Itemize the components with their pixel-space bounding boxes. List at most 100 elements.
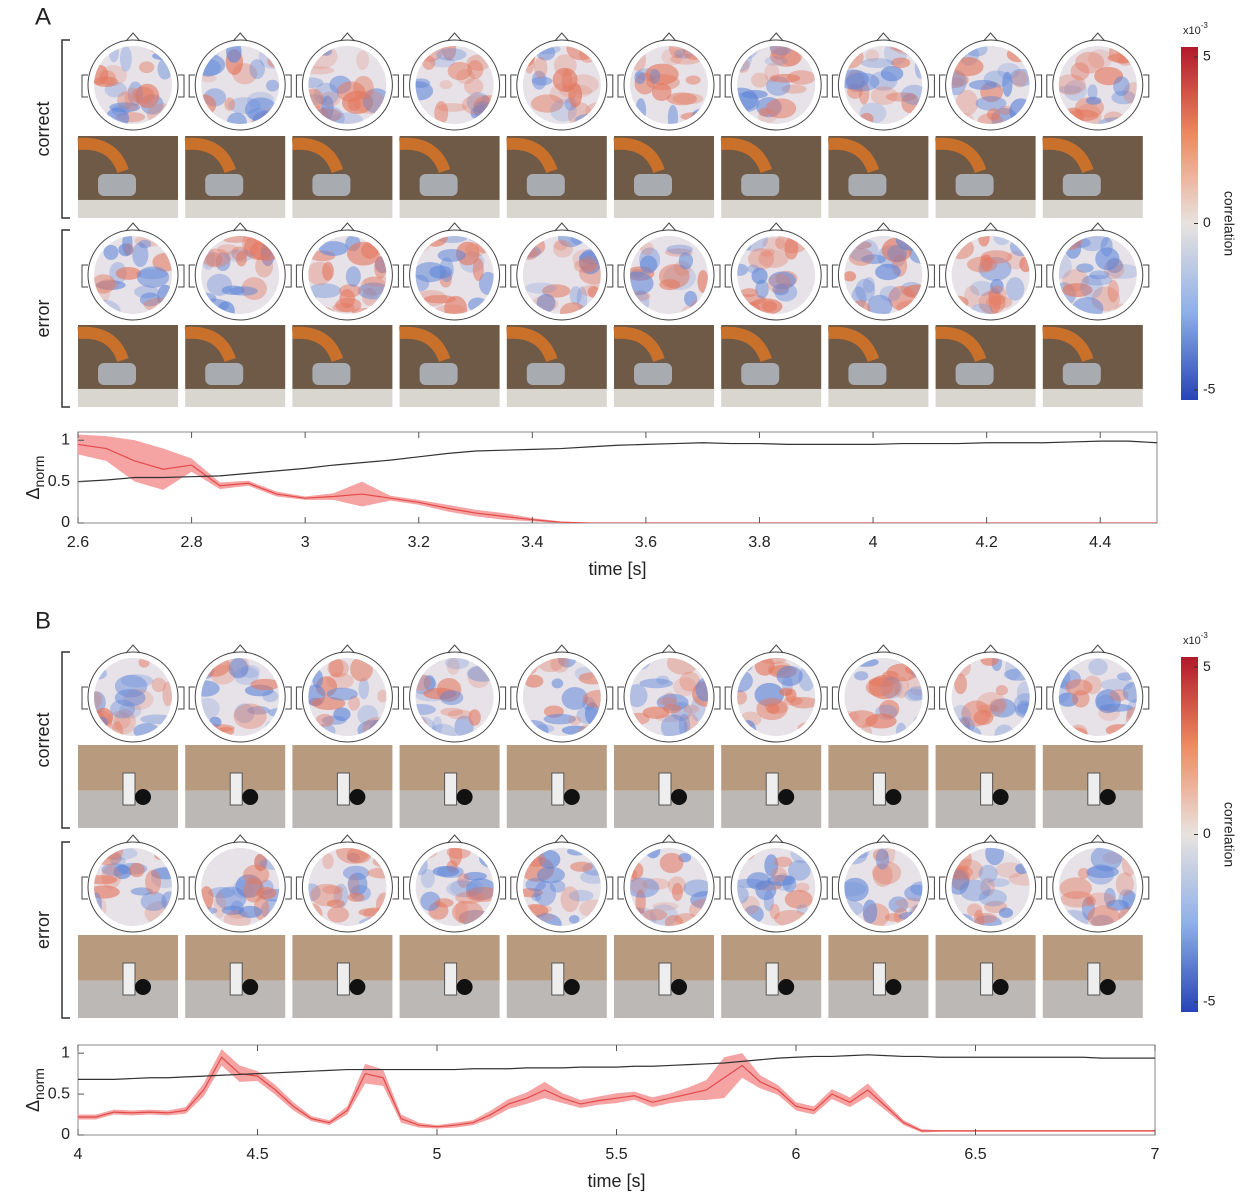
topo-blob [415, 717, 429, 736]
head-nose [340, 644, 355, 654]
head-outline [516, 229, 608, 321]
y-tick-label: 1 [61, 1044, 70, 1061]
video-frame-floor [721, 388, 822, 407]
topo-blob [879, 285, 901, 302]
topo-blob [652, 902, 679, 911]
topo-map [1058, 658, 1137, 736]
topo-blob [955, 89, 979, 116]
topo-blob [566, 46, 597, 61]
head-outline [837, 39, 929, 131]
topo-blob [449, 848, 463, 867]
topo-map [308, 236, 387, 314]
topo-blob [255, 254, 274, 278]
head-nose [768, 644, 784, 654]
head-outline [1052, 39, 1144, 131]
topo-blob [888, 896, 909, 913]
head-nose [340, 32, 355, 42]
head-ear [928, 74, 935, 98]
topo-blob [769, 46, 792, 56]
topo-blob [573, 258, 598, 274]
video-frame-floor [78, 199, 178, 218]
topo-map [201, 848, 280, 926]
topo-blob [873, 848, 889, 862]
head-ear [606, 876, 614, 900]
video-frame-ball [349, 789, 366, 805]
head-outline [730, 651, 822, 743]
topo-blob [415, 716, 436, 736]
head-outline [837, 229, 929, 321]
topo-blob [898, 911, 922, 921]
video-frame-robot [658, 962, 672, 996]
topo-blob [651, 83, 672, 101]
y-tick-label: 0.5 [48, 1085, 70, 1102]
topo-blob [1075, 51, 1105, 74]
topo-blob [468, 236, 483, 243]
video-frame-ball [349, 979, 366, 995]
topo-blob [534, 880, 557, 906]
topo-blob [649, 904, 679, 926]
topo-blob [1125, 706, 1137, 730]
topo-blob [568, 915, 580, 924]
video-frame-object [741, 174, 780, 196]
topo-blob [315, 713, 334, 727]
topo-blob [849, 848, 870, 859]
head-ear [392, 264, 399, 288]
topo-blob [136, 266, 170, 288]
topo-blob [758, 107, 770, 117]
topo-blob [208, 887, 236, 899]
topo-blob [789, 696, 816, 709]
topo-blob [642, 878, 671, 890]
x-tick-label: 4 [869, 534, 878, 551]
colorbar-label: correlation [1221, 802, 1237, 867]
topoplot [724, 834, 828, 933]
topo-blob [765, 98, 797, 119]
y-axis-label-main: Δ [23, 487, 43, 499]
topo-blob [308, 46, 338, 70]
topo-blob [550, 99, 578, 122]
head-ear [939, 264, 946, 288]
y-axis-label: Δnorm [23, 1068, 47, 1112]
topo-blob [904, 688, 923, 702]
video-frame-floor [292, 199, 393, 218]
topo-blob [439, 690, 464, 706]
video-frame-arm [935, 137, 987, 174]
video-frame-object [526, 363, 565, 385]
topo-blob [94, 691, 102, 709]
video-frame-ball [778, 789, 795, 805]
topo-blob [530, 94, 564, 113]
topo-blob [980, 658, 999, 666]
topo-blob [1099, 703, 1133, 712]
topo-map [308, 46, 387, 124]
topo-blob [226, 112, 247, 124]
topo-blob [1107, 279, 1119, 303]
topo-blob [634, 71, 646, 85]
topoplot [403, 32, 507, 131]
head-outline [87, 229, 179, 321]
x-tick-label: 3 [301, 534, 310, 551]
video-frame-robot [980, 772, 994, 806]
x-tick-label: 5 [433, 1146, 442, 1163]
topo-blob [684, 290, 698, 307]
topoplot [403, 834, 507, 933]
topo-blob [1071, 297, 1104, 314]
colorbar [1181, 657, 1198, 1012]
topo-blob [683, 704, 700, 714]
topo-blob [532, 76, 553, 86]
video-frame-object [634, 363, 672, 385]
topo-blob [775, 236, 809, 254]
video-frame-ball [135, 979, 151, 995]
head-ear [510, 74, 517, 98]
row-label: correct [33, 712, 53, 767]
x-tick-label: 6 [792, 1146, 801, 1163]
topo-blob [567, 848, 587, 856]
video-frame-ball [563, 979, 580, 995]
topo-blob [1009, 68, 1030, 87]
topo-blob [737, 46, 758, 60]
head-ear [403, 876, 410, 900]
head-ear [821, 686, 828, 710]
topo-blob [437, 249, 466, 262]
topo-blob [447, 709, 473, 720]
head-nose [1090, 644, 1106, 654]
plot-area [77, 1044, 1156, 1136]
topo-blob [869, 71, 898, 91]
